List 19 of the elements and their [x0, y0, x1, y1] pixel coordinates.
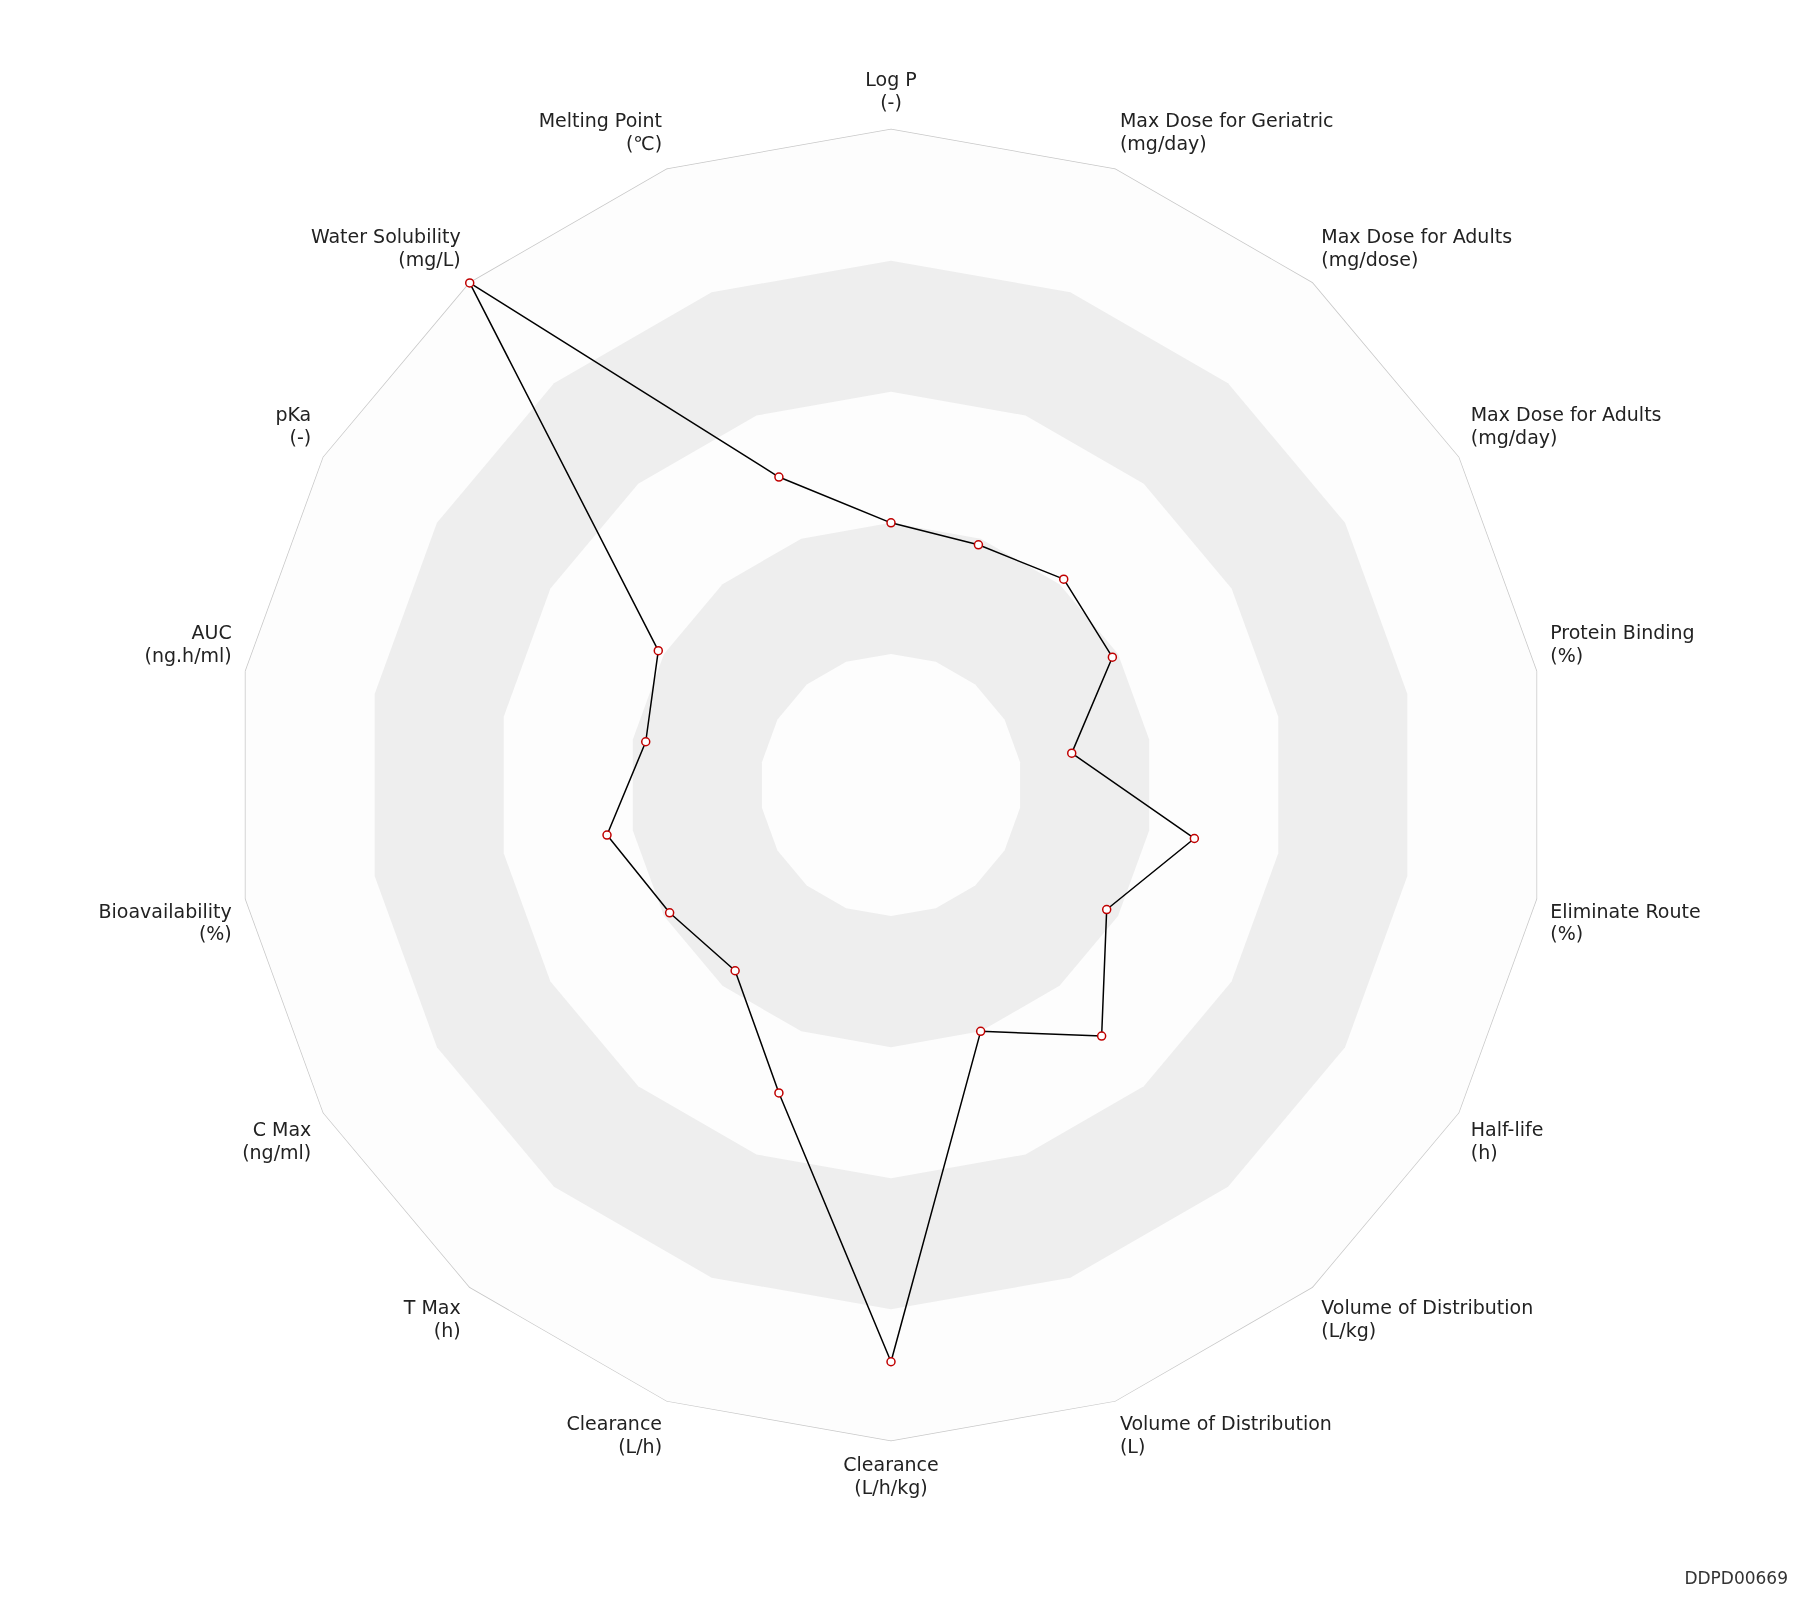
spoke-label: Max Dose for Adults (mg/day) [1470, 403, 1662, 448]
spoke-label: Max Dose for Geriatric (mg/day) [1119, 108, 1334, 154]
spoke-label: Half-life (h) [1470, 1118, 1544, 1163]
spoke-label: Water Solubility (mg/L) [310, 224, 461, 270]
spoke-label: Protein Binding (%) [1550, 621, 1695, 667]
spoke-label: Volume of Distribution (L) [1119, 1412, 1332, 1458]
spoke-label: Max Dose for Adults (mg/dose) [1321, 224, 1513, 270]
spoke-label: C Max (ng/ml) [242, 1118, 312, 1163]
spoke-label: AUC (ng.h/ml) [144, 621, 232, 667]
spoke-label: T Max (h) [402, 1296, 461, 1341]
text: DDPD00669 [1684, 1568, 1788, 1588]
spoke-label: Clearance (L/h/kg) [843, 1452, 939, 1498]
spoke-label: Volume of Distribution (L/kg) [1321, 1296, 1534, 1341]
spoke-label: Clearance (L/h) [566, 1412, 663, 1458]
spoke-label: Bioavailability (%) [98, 899, 232, 945]
spoke-label: Melting Point (℃) [538, 108, 663, 154]
spoke-label: Log P (-) [865, 68, 917, 114]
spoke-label: Eliminate Route (%) [1550, 899, 1701, 945]
spoke-label: pKa (-) [275, 403, 312, 448]
